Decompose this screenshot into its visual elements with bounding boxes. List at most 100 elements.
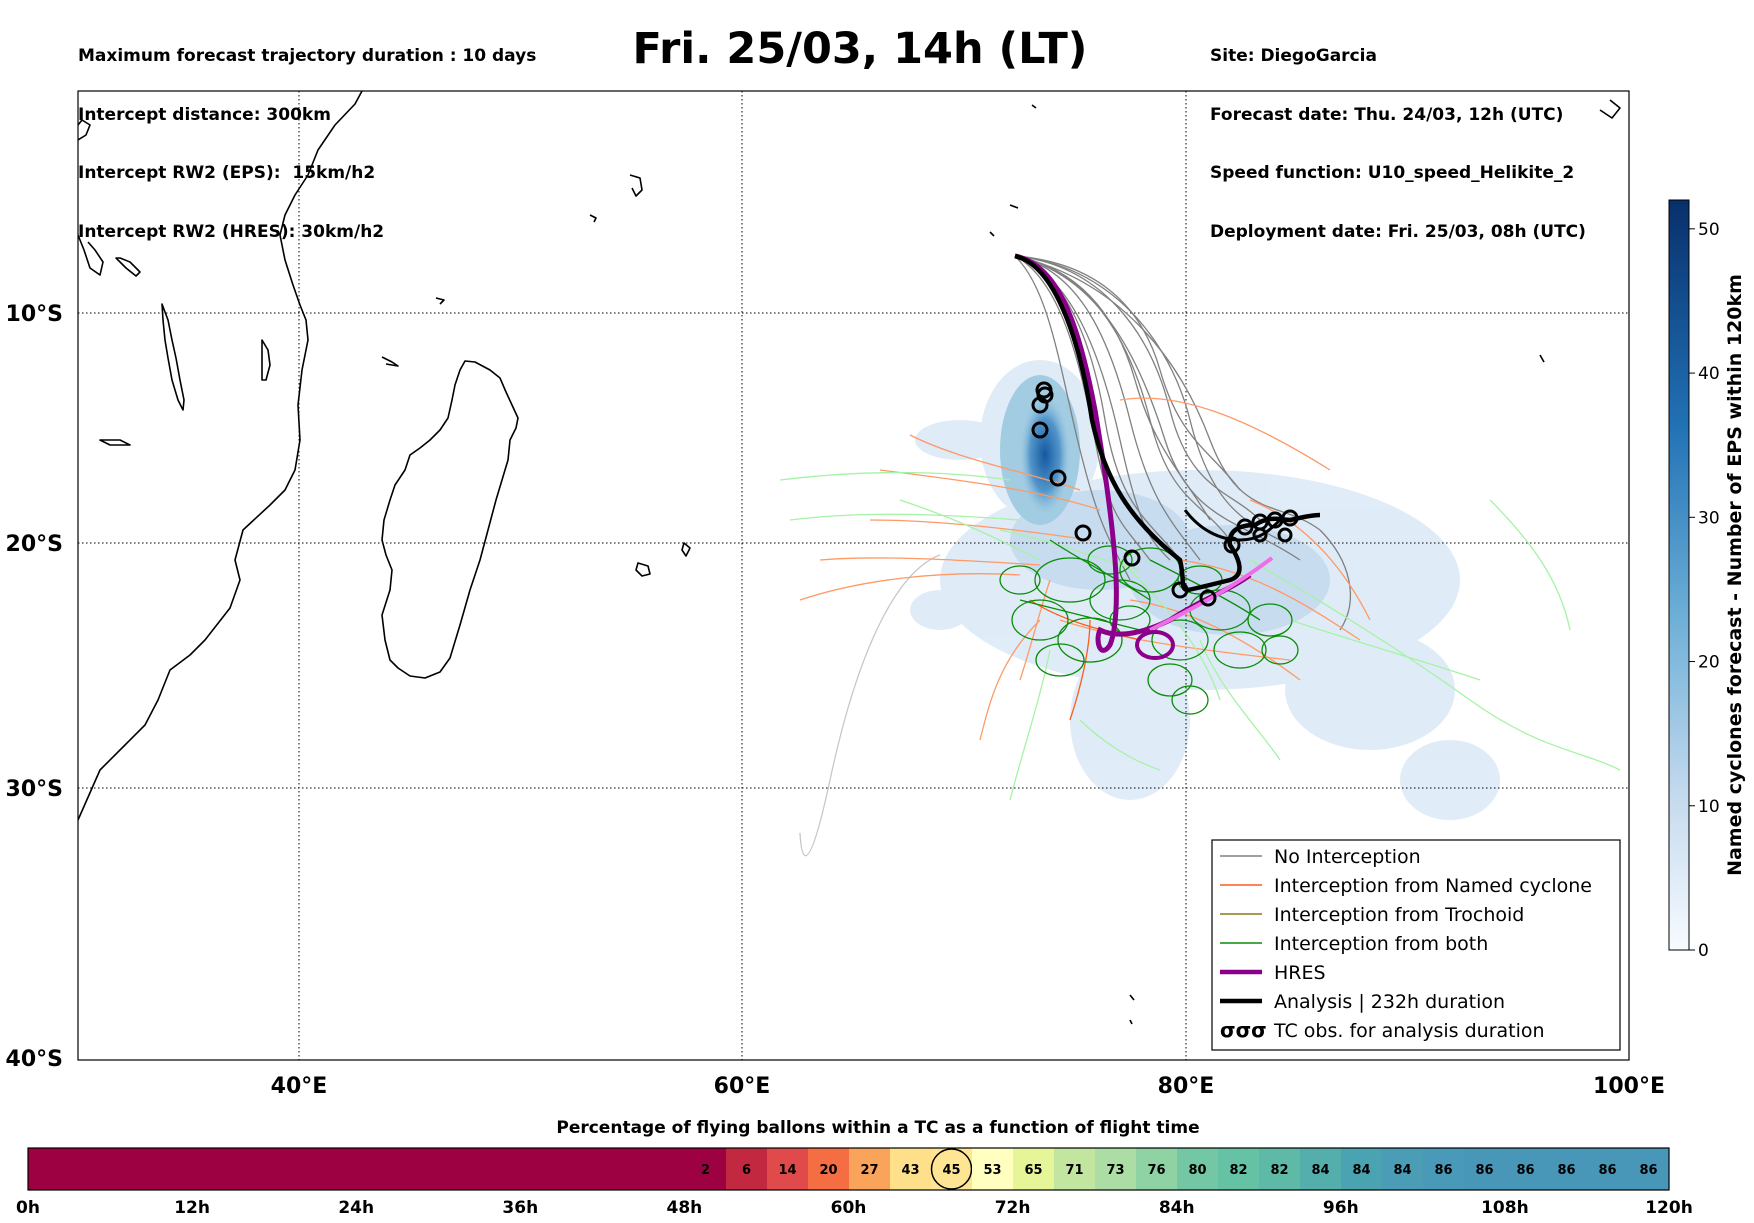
lat-tick-label: 40°S — [6, 1047, 63, 1072]
flight-bar-cell-value: 27 — [860, 1163, 878, 1178]
flight-bar-time-label: 24h — [338, 1198, 374, 1218]
flight-bar-time-label: 108h — [1481, 1198, 1529, 1218]
flight-bar-cell-value: 86 — [1516, 1163, 1534, 1178]
analysis-trajectory — [1014, 253, 1321, 607]
flight-time-bar: Percentage of flying ballons within a TC… — [16, 1118, 1693, 1218]
flight-bar-cell-value: 86 — [1639, 1163, 1657, 1178]
flight-bar-cell-value: 82 — [1270, 1163, 1288, 1178]
header-line: Intercept distance: 300km — [78, 104, 331, 125]
flight-bar-cell-value: 43 — [901, 1163, 919, 1178]
lat-tick-label: 20°S — [6, 532, 63, 557]
flight-bar-cell-value: 80 — [1188, 1163, 1206, 1178]
colorbar-tick-label: 10 — [1698, 797, 1720, 817]
flight-bar-time-label: 84h — [1159, 1198, 1195, 1218]
hres-trajectory — [1014, 253, 1274, 660]
legend-label: No Interception — [1274, 846, 1421, 868]
header-line: Site: DiegoGarcia — [1210, 46, 1377, 66]
legend-label: Interception from both — [1274, 933, 1488, 955]
flight-bar-time-labels: 0h 12h 24h 36h 48h 60h 72h 84h 96h 108h 120h — [16, 1198, 1693, 1218]
flight-bar-cell — [1382, 1148, 1423, 1190]
legend-label: Analysis | 232h duration — [1274, 991, 1505, 1013]
flight-bar-cell-value: 2 — [701, 1163, 710, 1178]
flight-bar-cell-value: 65 — [1024, 1163, 1042, 1178]
flight-bar-cell — [685, 1148, 726, 1190]
flight-bar-cell-value: 6 — [742, 1163, 751, 1178]
flight-bar-time-label: 48h — [667, 1198, 703, 1218]
flight-bar-cell — [1218, 1148, 1259, 1190]
header-info-right: Site: DiegoGarcia Forecast date: Thu. 24… — [1210, 8, 1586, 262]
header-line: Intercept RW2 (EPS): 15km/h2 — [78, 163, 376, 183]
trajectories-trochoid — [779, 471, 1621, 801]
gridlines — [78, 91, 1629, 1060]
flight-bar-time-label: 0h — [16, 1198, 40, 1218]
legend-box — [1211, 839, 1621, 1051]
colorbar-tick-label: 40 — [1698, 364, 1720, 384]
flight-bar-cell-value: 86 — [1557, 1163, 1575, 1178]
flight-bar-cell-value: 71 — [1065, 1163, 1083, 1178]
flight-bar-time-label: 72h — [995, 1198, 1031, 1218]
flight-bar-cell — [808, 1148, 849, 1190]
flight-bar-cell-value: 14 — [778, 1163, 796, 1178]
flight-bar-cell — [1054, 1148, 1095, 1190]
flight-bar-cell — [1628, 1148, 1669, 1190]
lat-tick-labels: 10°S 20°S 30°S 40°S — [6, 302, 63, 1072]
flight-bar-cell — [1177, 1148, 1218, 1190]
flight-bar-cell — [1587, 1148, 1628, 1190]
header-line: Forecast date: Thu. 24/03, 12h (UTC) — [1210, 104, 1564, 125]
flight-bar-cell-value: 84 — [1393, 1163, 1411, 1178]
flight-bar-time-label: 120h — [1645, 1198, 1693, 1218]
flight-bar-cell-value: 84 — [1311, 1163, 1329, 1178]
page-title: Fri. 25/03, 14h (LT) — [632, 24, 1088, 74]
flight-bar-cell-value: 45 — [942, 1163, 960, 1178]
legend: No Interception Interception from Named … — [1211, 839, 1621, 1051]
flight-bar-cell-value: 86 — [1434, 1163, 1452, 1178]
flight-bar-cell — [1013, 1148, 1054, 1190]
lat-tick-label: 10°S — [6, 302, 63, 327]
lon-tick-labels: 40°E 60°E 80°E 100°E — [271, 1074, 1665, 1099]
flight-bar-cell — [1095, 1148, 1136, 1190]
legend-label: Interception from Trochoid — [1274, 904, 1524, 926]
flight-bar-empty-segment — [28, 1148, 685, 1190]
flight-bar-current-marker — [930, 1148, 973, 1190]
colorbar-tick-label: 50 — [1698, 220, 1720, 240]
map-area — [78, 91, 1629, 1060]
flight-bar-cell-value: 82 — [1229, 1163, 1247, 1178]
flight-bar-cell — [1423, 1148, 1464, 1190]
flight-bar-time-label: 60h — [831, 1198, 867, 1218]
header-line: Maximum forecast trajectory duration : 1… — [78, 46, 537, 66]
flight-bar-cell-value: 86 — [1475, 1163, 1493, 1178]
flight-bar-cell-value: 53 — [983, 1163, 1001, 1178]
flight-bar-cells: 2 6 14 20 27 43 45 53 65 71 73 76 80 82 82 84 84 84 86 86 86… — [685, 1148, 1669, 1190]
lon-tick-label: 80°E — [1158, 1074, 1215, 1099]
lon-tick-label: 60°E — [714, 1074, 771, 1099]
colorbar-label: Named cyclones forecast - Number of EPS … — [1724, 274, 1746, 876]
legend-label: Interception from Named cyclone — [1274, 875, 1592, 897]
flight-bar-cell — [1259, 1148, 1300, 1190]
flight-bar-cell-value: 73 — [1106, 1163, 1124, 1178]
trajectories-both — [999, 539, 1299, 715]
colorbar: 0 10 20 30 40 50 Named cyclones forecast - Nu… — [1668, 199, 1746, 961]
flight-bar-cell — [1300, 1148, 1341, 1190]
flight-bar-cell-value: 84 — [1352, 1163, 1370, 1178]
flight-bar-cell-value: 86 — [1598, 1163, 1616, 1178]
tc-observations — [1031, 381, 1299, 607]
flight-bar-time-label: 12h — [174, 1198, 210, 1218]
flight-bar-cell — [1136, 1148, 1177, 1190]
header-line: Deployment date: Fri. 25/03, 08h (UTC) — [1210, 221, 1586, 242]
lon-tick-label: 40°E — [271, 1074, 328, 1099]
flight-bar-cell — [849, 1148, 890, 1190]
colorbar-ticks: 0 10 20 30 40 50 — [1689, 220, 1720, 961]
colorbar-gradient — [1668, 199, 1690, 951]
trajectories-named-cyclone — [799, 397, 1371, 741]
colorbar-tick-label: 30 — [1698, 508, 1720, 528]
flight-bar-frame — [27, 1147, 1670, 1191]
header-info-left: Maximum forecast trajectory duration : 1… — [78, 8, 536, 262]
legend-label: TC obs. for analysis duration — [1273, 1020, 1545, 1042]
colorbar-tick-label: 0 — [1698, 941, 1709, 961]
flight-bar-cell — [1505, 1148, 1546, 1190]
legend-swatch-tc-obs: σσσ — [1220, 1018, 1267, 1042]
flight-bar-cell-value: 76 — [1147, 1163, 1165, 1178]
flight-bar-title: Percentage of flying ballons within a TC… — [556, 1118, 1199, 1138]
legend-label: HRES — [1274, 962, 1326, 984]
